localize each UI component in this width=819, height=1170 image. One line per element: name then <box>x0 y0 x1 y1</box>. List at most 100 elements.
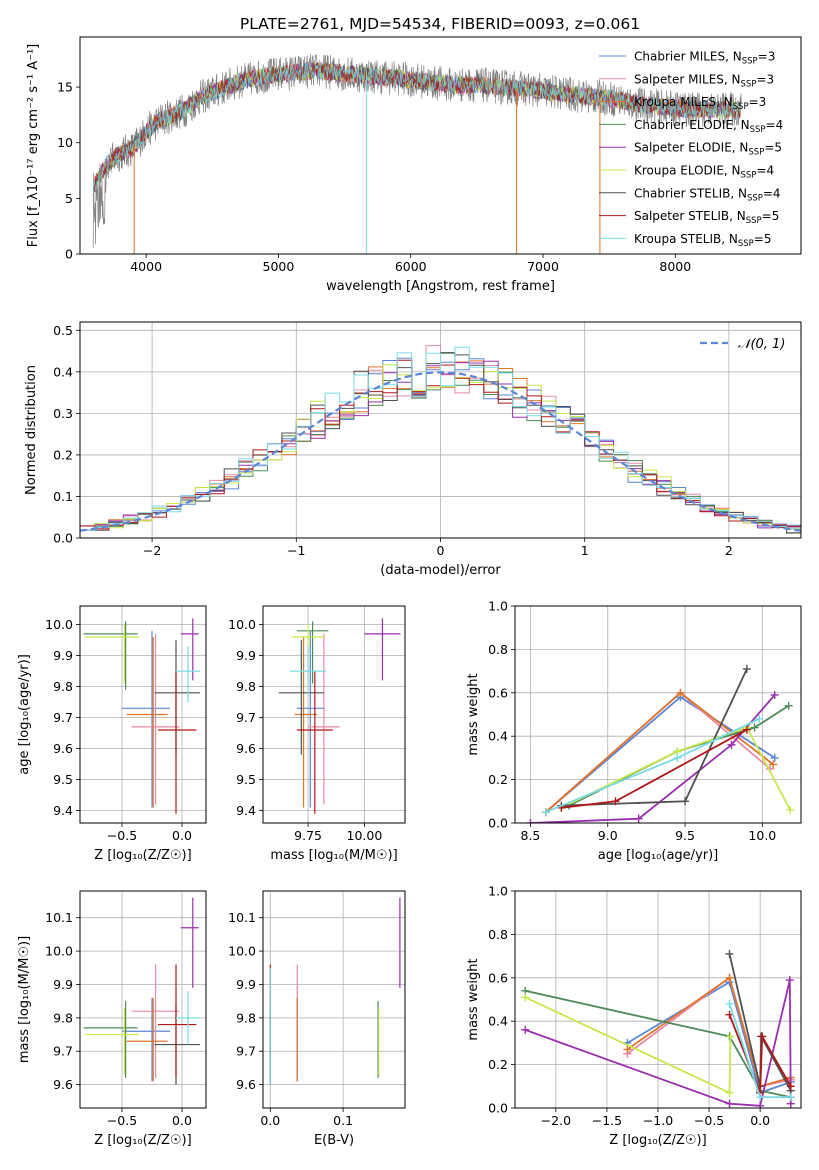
legend-label: Salpeter STELIB, NSSP=5 <box>634 209 779 226</box>
x-tick-label: 0.1 <box>333 1113 353 1128</box>
y-tick-label: 0.4 <box>488 1014 508 1029</box>
y-tick-label: 9.6 <box>53 741 73 756</box>
series-marker <box>786 1093 795 1102</box>
series-marker <box>673 753 682 762</box>
series-marker <box>786 805 795 814</box>
series-line <box>626 980 792 1094</box>
errorbar-kroupa-miles <box>126 997 168 1082</box>
x-tick-label: 0.0 <box>172 1113 192 1128</box>
y-tick-label: 9.7 <box>53 1044 73 1059</box>
y-tick-label: 9.8 <box>53 679 73 694</box>
series-marker <box>725 999 734 1008</box>
spectrum-model <box>92 62 742 197</box>
y-axis-label: Normed distribution <box>24 365 39 495</box>
histogram-kroupa-elodie <box>80 364 801 529</box>
y-tick-label: 10.0 <box>45 944 73 959</box>
axes-frame <box>262 890 406 1109</box>
axes-frame <box>79 36 802 255</box>
legend-label: Kroupa STELIB, NSSP=5 <box>634 232 772 249</box>
plot-area <box>92 53 742 254</box>
y-tick-label: 0.4 <box>488 729 508 744</box>
y-tick-label: 9.8 <box>236 1010 256 1025</box>
y-tick-label: 9.9 <box>53 648 73 663</box>
panel-residuals: −2 −1 0 1 2 0.0 0.1 0.2 0.3 0.4 0.5 (data-model)/er… <box>24 321 802 578</box>
series-line <box>545 691 774 813</box>
legend-tail: =4 <box>756 164 774 178</box>
legend-subscript: SSP <box>742 57 758 67</box>
errorbar-salpeter-elodie <box>180 618 199 681</box>
series-line <box>561 726 791 811</box>
series-marker <box>750 723 759 732</box>
errorbar-chabrier-elodie <box>83 621 138 690</box>
y-tick-label: 0.5 <box>53 323 73 338</box>
panel-mass_vs_ebv: 0.0 0.1 9.6 9.7 9.8 9.9 10.0 10.1 E(B-V) <box>228 890 406 1148</box>
series-line <box>626 976 792 1088</box>
series-marker <box>758 1032 767 1041</box>
x-tick-label: 1 <box>581 543 589 558</box>
series-salpeter-elodie <box>521 975 795 1108</box>
x-tick-label: 0.0 <box>172 828 192 843</box>
series-line <box>545 695 776 813</box>
axes-frame <box>79 321 802 539</box>
x-tick-label: 8000 <box>659 259 691 274</box>
panel-age_vs_Z: −0.5 0.0 9.4 9.5 9.6 9.7 9.8 9.9 10.0 Z [log₁₀(Z/… <box>17 605 207 863</box>
series-salpeter-elodie <box>526 690 779 823</box>
x-tick-label: −0.5 <box>107 828 137 843</box>
errorbar-salpeter-miles <box>308 633 340 805</box>
series-marker <box>521 993 530 1002</box>
y-tick-label: 10 <box>57 135 73 150</box>
legend-tail: =3 <box>758 50 776 64</box>
series-marker <box>726 1032 735 1041</box>
errorbar-salpeter-stelib <box>158 671 197 814</box>
errorbar-kroupa-stelib <box>176 991 200 1045</box>
series-marker <box>742 725 751 734</box>
series-marker <box>725 973 734 982</box>
series-marker <box>727 740 736 749</box>
errorbar-chabrier-elodie <box>296 621 329 684</box>
series-kroupa-elodie <box>521 993 735 1097</box>
x-axis-label: Z [log₁₀(Z/Z☉)] <box>94 1133 191 1148</box>
y-tick-label: 10.1 <box>228 910 256 925</box>
x-tick-label: 0 <box>437 543 445 558</box>
legend-label: Salpeter ELODIE, NSSP=5 <box>634 141 782 158</box>
x-tick-label: 6000 <box>395 259 427 274</box>
errorbar-kroupa-stelib <box>290 646 327 696</box>
x-tick-label: 0.0 <box>750 1113 770 1128</box>
y-tick-label: 9.9 <box>236 648 256 663</box>
y-tick-label: 9.9 <box>236 977 256 992</box>
legend-label: 𝒩(0, 1) <box>738 337 785 352</box>
x-tick-label: −2.0 <box>541 1113 571 1128</box>
x-tick-label: 5000 <box>263 259 295 274</box>
plot-area <box>83 618 200 814</box>
series-line <box>530 694 776 823</box>
x-tick-label: −0.5 <box>107 1113 137 1128</box>
x-tick-label: −2 <box>143 543 161 558</box>
series-line <box>545 691 771 813</box>
y-tick-label: 9.6 <box>236 741 256 756</box>
x-axis-label: age [log₁₀(age/yr)] <box>598 848 719 863</box>
series-chabrier-elodie <box>565 701 793 810</box>
y-tick-label: 9.7 <box>236 1044 256 1059</box>
series-marker <box>681 797 690 806</box>
series-chabrier-stelib <box>557 664 751 810</box>
errorbar-chabrier-stelib <box>154 1004 200 1085</box>
plot-area <box>83 897 200 1085</box>
series-marker <box>623 1045 632 1054</box>
legend-label: Kroupa ELODIE, NSSP=4 <box>634 164 774 181</box>
legend: 𝒩(0, 1) <box>700 337 785 352</box>
legend-subscript: SSP <box>733 102 749 112</box>
y-tick-label: 0.1 <box>53 489 73 504</box>
y-tick-label: 9.5 <box>236 772 256 787</box>
plot-area <box>80 345 801 534</box>
axes-frame <box>514 605 802 824</box>
y-tick-label: 9.4 <box>53 803 73 818</box>
errorbar-salpeter-stelib <box>158 964 197 1078</box>
x-axis-label: wavelength [Angstrom, rest frame] <box>326 279 555 294</box>
series-marker <box>770 690 779 699</box>
plot-area <box>526 664 795 823</box>
errorbar-chabrier-miles <box>122 997 170 1082</box>
x-axis-label: (data-model)/error <box>380 563 501 578</box>
y-tick-label: 9.7 <box>53 710 73 725</box>
x-tick-label: −1 <box>287 543 305 558</box>
